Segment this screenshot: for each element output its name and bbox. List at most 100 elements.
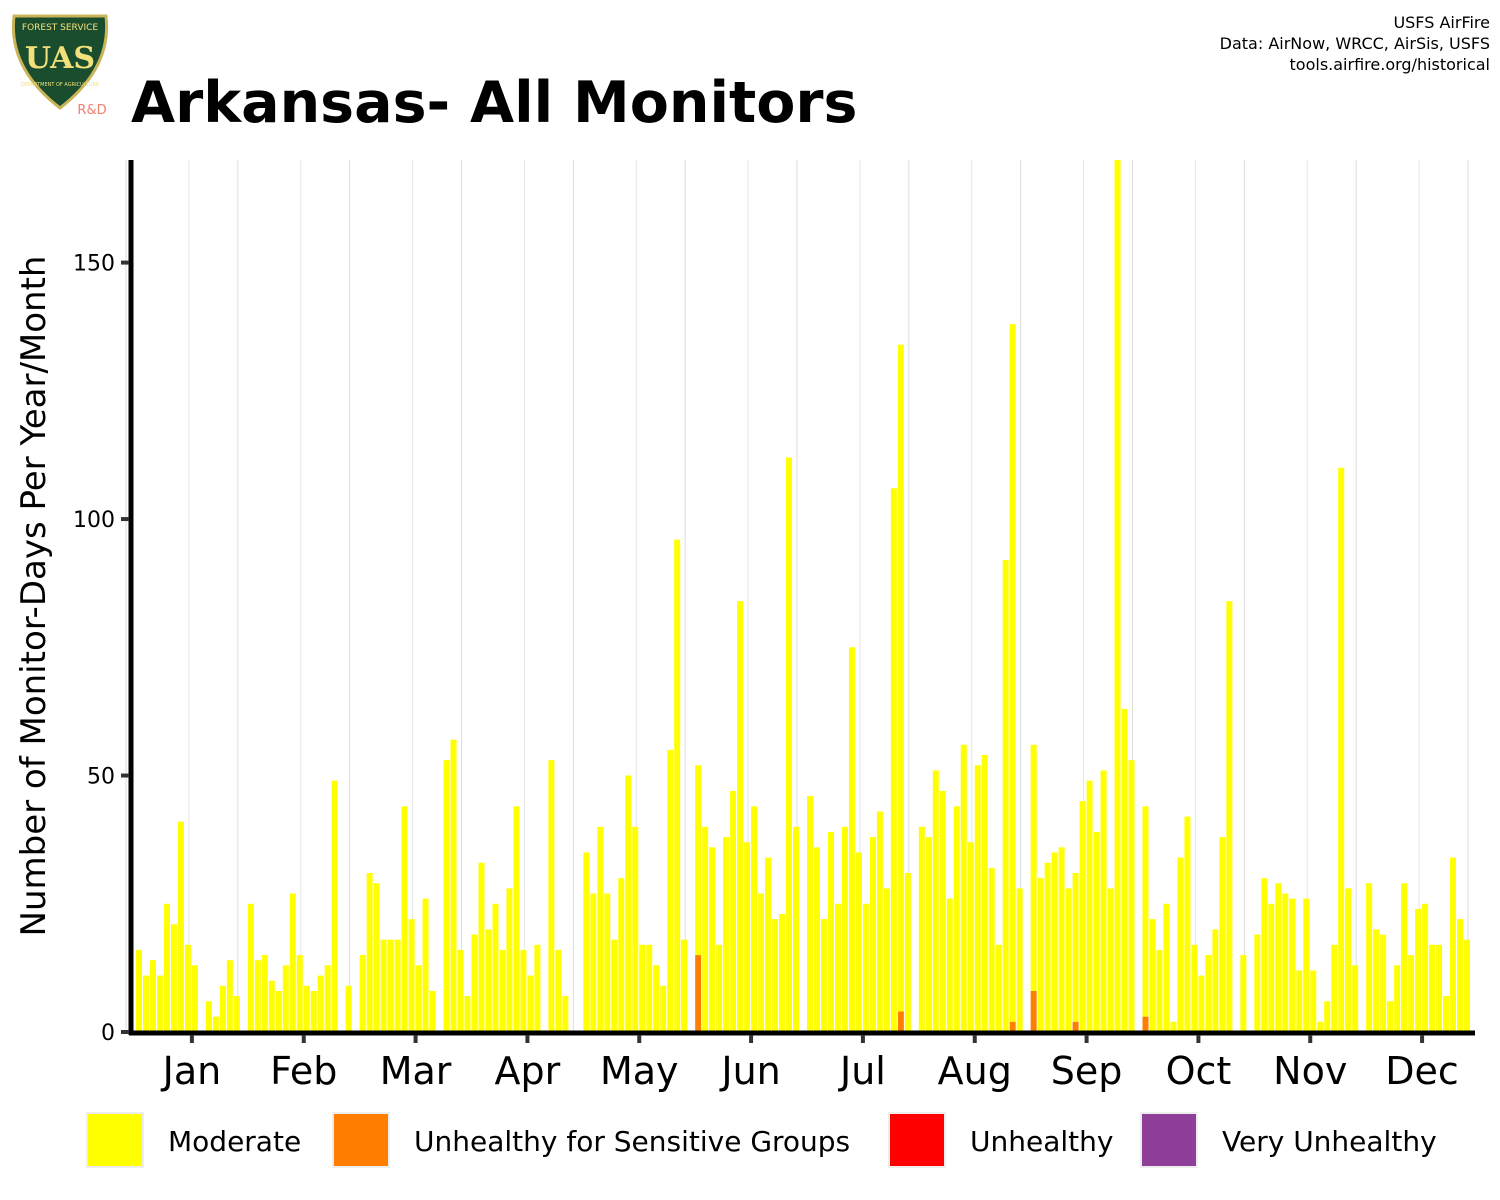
y-tick-label: 150 xyxy=(73,252,115,277)
bar-moderate xyxy=(639,944,646,1032)
bar-moderate xyxy=(597,826,604,1032)
legend-swatch xyxy=(86,1112,144,1168)
bar-moderate xyxy=(1009,324,1016,1022)
bar-moderate xyxy=(855,852,862,1032)
credit-line-url: tools.airfire.org/historical xyxy=(1289,55,1490,74)
bar-moderate xyxy=(632,826,639,1032)
x-tick-label: May xyxy=(600,1049,679,1093)
bar-moderate xyxy=(932,770,939,1032)
bar-moderate xyxy=(1436,944,1443,1032)
bar-moderate xyxy=(450,739,457,1032)
bar-moderate xyxy=(1142,806,1149,1017)
bar-moderate xyxy=(779,914,786,1032)
bar-moderate xyxy=(1345,888,1352,1032)
bar-moderate xyxy=(233,996,240,1032)
bar-moderate xyxy=(751,806,758,1032)
bar-moderate xyxy=(1240,955,1247,1032)
bar-moderate xyxy=(1317,1021,1324,1032)
bar-moderate xyxy=(1107,888,1114,1032)
logo-top-text: FOREST SERVICE xyxy=(22,23,99,33)
bar-moderate xyxy=(429,990,436,1032)
x-tick-label: Dec xyxy=(1385,1049,1459,1093)
bar-moderate xyxy=(1394,965,1401,1032)
bar-moderate xyxy=(1401,883,1408,1032)
bar-moderate xyxy=(681,939,688,1032)
bar-moderate xyxy=(1443,996,1450,1032)
credits-block: USFS AirFire Data: AirNow, WRCC, AirSis,… xyxy=(1220,12,1490,75)
bar-moderate xyxy=(1366,883,1373,1032)
bar-moderate xyxy=(324,965,331,1032)
x-tick-label: Nov xyxy=(1273,1049,1347,1093)
bar-moderate xyxy=(254,960,261,1032)
bar-moderate xyxy=(1408,955,1415,1032)
bar-moderate xyxy=(492,903,499,1032)
bar-moderate xyxy=(1310,970,1317,1032)
legend-label: Very Unhealthy xyxy=(1222,1125,1437,1158)
x-tick-label: Jun xyxy=(719,1049,780,1093)
bar-moderate xyxy=(772,919,779,1032)
logo-letters: UAS xyxy=(25,41,95,76)
bar-moderate xyxy=(177,821,184,1032)
bar-moderate xyxy=(765,857,772,1032)
bar-moderate xyxy=(1254,934,1261,1032)
bar-moderate xyxy=(709,847,716,1032)
bar-moderate xyxy=(953,806,960,1032)
bar-moderate xyxy=(590,893,597,1032)
bar-moderate xyxy=(1184,816,1191,1032)
bar-moderate xyxy=(408,919,415,1032)
y-tick-label: 100 xyxy=(73,508,115,533)
bar-moderate xyxy=(1429,944,1436,1032)
bar-moderate xyxy=(366,872,373,1032)
x-tick-label: Aug xyxy=(938,1049,1012,1093)
bar-moderate xyxy=(674,539,681,1032)
bar-moderate xyxy=(625,775,632,1032)
bar-moderate xyxy=(1114,160,1121,1032)
bar-moderate xyxy=(925,837,932,1032)
x-tick-label: Jul xyxy=(838,1049,886,1093)
bar-moderate xyxy=(212,1016,219,1032)
bar-moderate xyxy=(1072,872,1079,1022)
bar-moderate xyxy=(1380,934,1387,1032)
bar-moderate xyxy=(1268,903,1275,1032)
legend-swatch xyxy=(888,1112,946,1168)
bar-moderate xyxy=(303,985,310,1032)
bar-moderate xyxy=(457,949,464,1032)
bar-moderate xyxy=(807,796,813,1032)
bar-moderate xyxy=(1324,1001,1331,1032)
legend-label: Moderate xyxy=(168,1125,301,1158)
bar-moderate xyxy=(848,647,855,1032)
bar-moderate xyxy=(1282,893,1289,1032)
bar-moderate xyxy=(422,898,429,1032)
bar-moderate xyxy=(604,893,611,1032)
bar-moderate xyxy=(883,888,890,1032)
bar-moderate xyxy=(163,903,170,1032)
bar-moderate xyxy=(583,852,590,1032)
bar-moderate xyxy=(1191,944,1198,1032)
bar-moderate xyxy=(737,601,744,1032)
bar-moderate xyxy=(793,826,800,1032)
bar-moderate xyxy=(1058,847,1065,1032)
bar-moderate xyxy=(960,744,967,1032)
axes: 0 50 100 150 Jan Feb Mar Apr May Jun Jul Aug Sep Oct N… xyxy=(14,160,1475,1093)
bar-moderate xyxy=(1156,949,1163,1032)
bar-moderate xyxy=(394,939,401,1032)
bars xyxy=(136,160,1471,1033)
bar-moderate xyxy=(534,944,541,1032)
bar-moderate xyxy=(660,985,667,1032)
y-tick-label: 50 xyxy=(87,765,115,790)
bar-moderate xyxy=(513,806,520,1032)
bar-moderate xyxy=(1086,780,1093,1032)
bar-moderate xyxy=(1275,883,1282,1032)
bar-moderate xyxy=(1226,601,1233,1032)
bar-unhealthy-for-sensitive-groups xyxy=(695,955,702,1032)
bar-moderate xyxy=(653,965,660,1032)
bar-moderate xyxy=(897,344,904,1012)
bar-moderate xyxy=(1338,467,1345,1032)
bar-moderate xyxy=(562,996,569,1032)
bar-moderate xyxy=(820,919,827,1032)
bar-moderate xyxy=(1051,852,1058,1032)
bar-moderate xyxy=(744,842,751,1032)
legend-label: Unhealthy for Sensitive Groups xyxy=(414,1125,850,1158)
bar-unhealthy-for-sensitive-groups xyxy=(1072,1021,1079,1032)
bar-moderate xyxy=(136,949,142,1032)
